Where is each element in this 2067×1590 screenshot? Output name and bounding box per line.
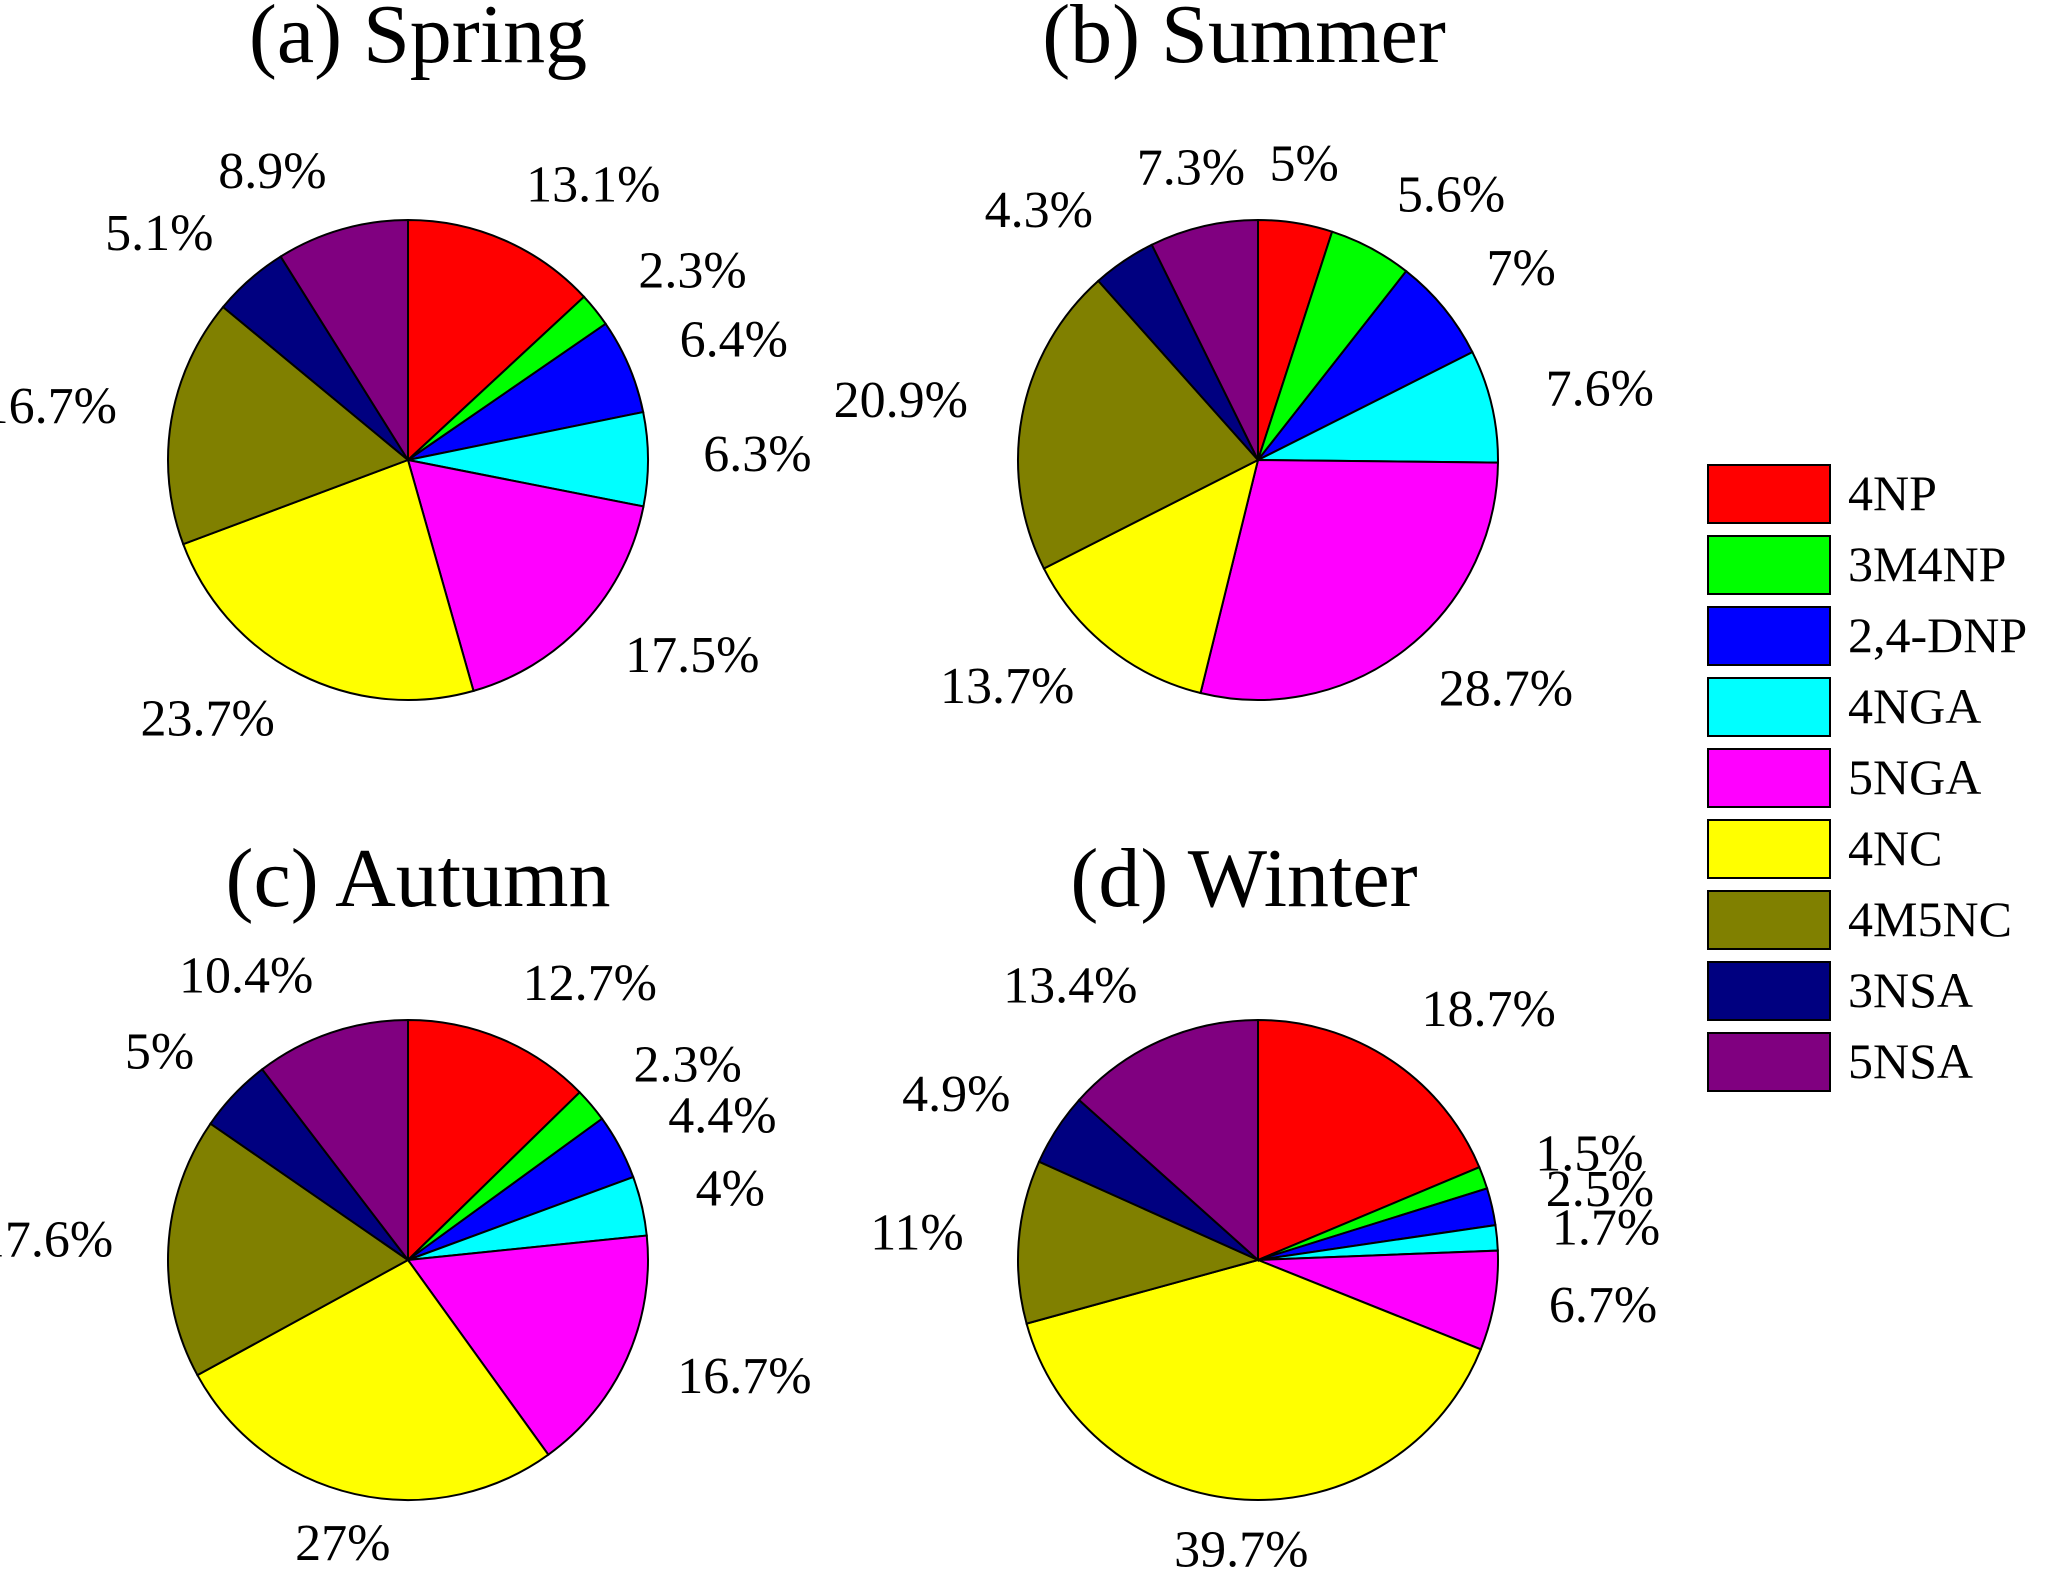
- pie-slice-4m5nc: [1017, 279, 1260, 570]
- pie-slice-4np: [1257, 1018, 1481, 1262]
- legend-swatch-24dnp: [1707, 606, 1831, 666]
- pie-label-4nc: 13.7%: [940, 658, 1074, 715]
- pie-slice-4m5nc: [167, 305, 410, 546]
- pie-title-spring: (a) Spring: [249, 0, 587, 81]
- legend-swatch-4np: [1707, 464, 1831, 524]
- pie-slice-4m5nc: [1017, 1160, 1261, 1325]
- pie-label-4np: 13.1%: [526, 156, 660, 213]
- pie-label-24dnp: 6.4%: [680, 311, 788, 368]
- pie-slice-5nsa: [1077, 1018, 1259, 1263]
- pie-slice-4nc: [181, 458, 475, 701]
- pie-label-24dnp: 7%: [1486, 240, 1555, 297]
- pie-label-3m4np: 2.3%: [634, 1036, 742, 1093]
- pie-title-winter: (d) Winter: [1070, 832, 1417, 925]
- legend-swatch-4nc: [1707, 819, 1831, 879]
- pie-slice-5nsa: [279, 218, 409, 464]
- pie-label-24dnp: 2.5%: [1546, 1161, 1654, 1218]
- pie-label-4np: 5%: [1269, 135, 1338, 192]
- pie-label-3m4np: 5.6%: [1397, 166, 1505, 223]
- pie-label-3nsa: 4.9%: [902, 1066, 1010, 1123]
- pie-label-5nga: 16.7%: [677, 1348, 811, 1405]
- legend-label-4nc: 4NC: [1848, 820, 1942, 876]
- pie-slice-5nsa: [1150, 218, 1259, 461]
- pie-label-5nga: 28.7%: [1439, 660, 1573, 717]
- pie-slice-5nga: [406, 458, 645, 693]
- pie-slice-4nga: [1257, 350, 1499, 464]
- pie-label-4nc: 27%: [295, 1515, 390, 1572]
- pie-label-3m4np: 1.5%: [1535, 1126, 1643, 1183]
- pie-summer: 5% 5.6% 7% 7.6% 28.7% 13.7% 20.9% 4.3% 7.3%: [834, 135, 1654, 717]
- legend-label-5nsa: 5NSA: [1848, 1033, 1973, 1089]
- pie-title-summer: (b) Summer: [1042, 0, 1446, 81]
- legend-label-4np: 4NP: [1848, 465, 1937, 521]
- pie-label-4nga: 4%: [696, 1160, 765, 1217]
- pie-slice-5nsa: [260, 1018, 409, 1263]
- pie-slice-5nga: [406, 1234, 649, 1457]
- pie-title-autumn: (c) Autumn: [226, 832, 611, 925]
- pie-label-5nsa: 13.4%: [1003, 957, 1137, 1014]
- pie-label-4nga: 7.6%: [1546, 360, 1654, 417]
- pie-label-3nsa: 5%: [125, 1023, 194, 1080]
- pie-slice-5nga: [1199, 458, 1500, 701]
- pie-label-4m5nc: 17.6%: [0, 1212, 113, 1269]
- pie-label-3nsa: 5.1%: [105, 205, 213, 262]
- pie-label-5nsa: 8.9%: [218, 143, 326, 200]
- pie-slice-4nc: [196, 1258, 550, 1501]
- legend-swatch-3nsa: [1707, 961, 1831, 1021]
- pie-label-3m4np: 2.3%: [638, 242, 746, 299]
- pie-label-5nsa: 7.3%: [1137, 139, 1245, 196]
- pie-label-4np: 12.7%: [523, 955, 657, 1012]
- pie-label-4nga: 6.3%: [703, 426, 811, 483]
- pie-label-4nc: 23.7%: [140, 690, 274, 747]
- pie-slice-4np: [407, 1018, 582, 1263]
- pie-slice-4np: [407, 218, 586, 463]
- pie-label-4np: 18.7%: [1421, 981, 1555, 1038]
- pie-slice-4nc: [1042, 458, 1260, 695]
- pie-winter: 18.7% 1.5%2.5%1.7% 6.7% 39.7% 11% 4.9% 13.4%: [870, 957, 1660, 1578]
- pie-label-4m5nc: 16.7%: [0, 378, 117, 435]
- pie-slice-24dnp: [1257, 269, 1474, 461]
- legend-label-4nga: 4NGA: [1848, 678, 1981, 734]
- legend-label-3nsa: 3NSA: [1848, 962, 1973, 1018]
- pie-label-4m5nc: 11%: [870, 1204, 963, 1261]
- pie-label-5nga: 6.7%: [1549, 1277, 1657, 1334]
- legend-swatch-5nga: [1707, 748, 1831, 808]
- pie-label-5nsa: 10.4%: [179, 947, 313, 1004]
- pie-spring: 13.1% 2.3% 6.4% 6.3% 17.5% 23.7% 16.7% 5.1%8.9%: [0, 143, 812, 747]
- pie-autumn: 12.7% 2.3%4.4% 4% 16.7% 27% 17.6% 5% 10.4%: [0, 947, 812, 1572]
- legend-swatch-3m4np: [1707, 535, 1831, 595]
- legend-swatch-4m5nc: [1707, 890, 1831, 950]
- pie-slice-4nc: [1025, 1258, 1483, 1501]
- legend-label-4m5nc: 4M5NC: [1848, 891, 2012, 947]
- pie-label-4nc: 39.7%: [1174, 1522, 1308, 1579]
- pie-label-5nga: 17.5%: [625, 627, 759, 684]
- legend-swatch-4nga: [1707, 677, 1831, 737]
- pie-label-24dnp: 4.4%: [668, 1088, 776, 1145]
- legend-label-24dnp: 2,4-DNP: [1848, 607, 2027, 663]
- pie-slice-4m5nc: [167, 1122, 410, 1377]
- legend: 4NP 3M4NP 2,4-DNP 4NGA 5NGA 4NC 4M5NC 3N…: [1707, 464, 2027, 1092]
- pie-label-4m5nc: 20.9%: [834, 372, 968, 429]
- pie-label-4nga: 1.7%: [1552, 1200, 1660, 1257]
- legend-label-5nga: 5NGA: [1848, 749, 1981, 805]
- legend-label-3m4np: 3M4NP: [1848, 536, 2006, 592]
- pie-label-3nsa: 4.3%: [985, 182, 1093, 239]
- legend-swatch-5nsa: [1707, 1032, 1831, 1092]
